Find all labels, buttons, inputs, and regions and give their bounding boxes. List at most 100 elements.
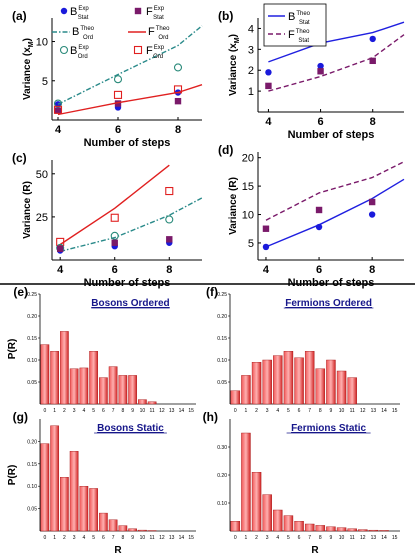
panel-a: 4 6 8 5 10 Number of steps Variance (xM) (a)	[12, 9, 203, 149]
data-point	[174, 97, 182, 105]
x-tick-label: 15	[392, 535, 398, 541]
bar	[358, 529, 368, 532]
x-tick-label: 4	[57, 264, 64, 276]
x-tick-label: 15	[188, 535, 194, 541]
data-point	[173, 63, 183, 72]
panel-label: (g)	[13, 410, 28, 424]
legend-marker	[60, 7, 68, 15]
x-tick-label: 10	[339, 535, 345, 541]
data-point	[173, 85, 183, 94]
x-tick-label: 5	[287, 535, 290, 541]
legend-label: BExp Ord	[70, 45, 89, 60]
y-tick-label: 3	[248, 44, 254, 56]
x-tick-label: 2	[255, 408, 258, 414]
data-point	[317, 68, 324, 75]
x-tick-label: 14	[179, 408, 185, 414]
bar	[294, 521, 304, 532]
x-tick-label: 11	[150, 535, 155, 541]
x-tick-label: 5	[287, 408, 290, 414]
x-tick-label: 6	[318, 116, 324, 128]
x-tick-label: 15	[392, 408, 398, 414]
x-tick-label: 4	[276, 408, 279, 414]
legend-label: BTheo Ord	[72, 26, 95, 41]
x-tick-label: 11	[350, 535, 355, 541]
legend-box	[263, 3, 327, 47]
bar	[230, 390, 241, 405]
x-tick-label: 9	[131, 535, 134, 541]
bar	[347, 377, 357, 405]
bar	[147, 401, 157, 405]
y-axis-label: Variance (xM)	[22, 38, 35, 100]
panel-c: 4 6 8 25 50 Number of steps Variance (R) (c)	[12, 151, 203, 289]
bar	[262, 359, 272, 405]
bar	[108, 366, 118, 405]
data-point	[110, 213, 119, 222]
bar	[379, 530, 389, 532]
legend-label: FTheo Stat	[288, 29, 310, 44]
bar	[50, 425, 59, 532]
bar	[283, 351, 294, 405]
data-point	[368, 198, 376, 206]
x-tick-label: 12	[159, 535, 165, 541]
bar	[273, 509, 283, 532]
y-tick-label: 20	[242, 153, 254, 165]
x-tick-label: 8	[369, 264, 375, 276]
legend-marker	[134, 7, 142, 15]
y-axis-label: P(R)	[7, 339, 18, 360]
bar	[283, 515, 294, 532]
x-tick-label: 4	[263, 264, 270, 276]
y-tick-label: 10	[242, 210, 254, 222]
y-tick-label: 1	[248, 86, 254, 98]
y-tick-label: 10	[36, 37, 48, 49]
x-tick-label: 8	[121, 408, 124, 414]
y-tick-label: 15	[242, 181, 254, 193]
data-point	[53, 99, 63, 108]
series-line	[57, 84, 203, 116]
bar	[79, 486, 89, 532]
data-point	[111, 239, 118, 246]
x-tick-label: 4	[276, 535, 279, 541]
bar	[294, 357, 304, 405]
x-tick-label: 8	[166, 264, 172, 276]
panel-label: (c)	[12, 151, 27, 165]
data-point	[369, 57, 376, 65]
x-tick-label: 3	[266, 535, 269, 541]
x-tick-label: 1	[53, 535, 56, 541]
series-line	[60, 197, 203, 253]
x-tick-label: 7	[112, 408, 115, 414]
panel-title: Fermions Static	[291, 423, 366, 434]
data-point	[54, 107, 62, 114]
x-tick-label: 6	[102, 408, 105, 414]
y-tick-label: 0.25	[27, 292, 37, 298]
bar	[326, 359, 336, 405]
y-tick-label: 0.20	[27, 314, 37, 320]
y-tick-label: 0.20	[217, 473, 227, 479]
x-tick-label: 6	[115, 124, 121, 136]
bar	[251, 362, 262, 405]
panel-label: (b)	[218, 9, 233, 23]
y-axis-label: Variance (R)	[228, 177, 239, 235]
bar	[138, 529, 147, 532]
x-tick-label: 8	[319, 408, 322, 414]
panel-title: Bosons Static	[97, 423, 164, 434]
bar	[89, 488, 98, 532]
y-tick-label: 0.15	[27, 336, 37, 342]
panel-label: (e)	[13, 285, 28, 299]
x-tick-label: 6	[298, 535, 301, 541]
y-tick-label: 0.05	[217, 380, 227, 386]
x-tick-label: 8	[319, 535, 322, 541]
legend-label: FExp Stat	[146, 6, 165, 21]
x-tick-label: 3	[266, 408, 269, 414]
x-axis-label: Number of steps	[288, 277, 375, 289]
y-tick-label: 0.10	[27, 358, 37, 364]
y-tick-label: 5	[248, 238, 254, 250]
bar	[40, 443, 50, 532]
x-tick-label: 6	[112, 264, 118, 276]
y-tick-label: 0.05	[27, 507, 37, 513]
y-tick-label: 0.30	[217, 445, 227, 451]
x-tick-label: 6	[316, 264, 322, 276]
data-point	[369, 35, 376, 43]
data-point	[166, 236, 173, 243]
x-tick-label: 13	[169, 408, 175, 414]
